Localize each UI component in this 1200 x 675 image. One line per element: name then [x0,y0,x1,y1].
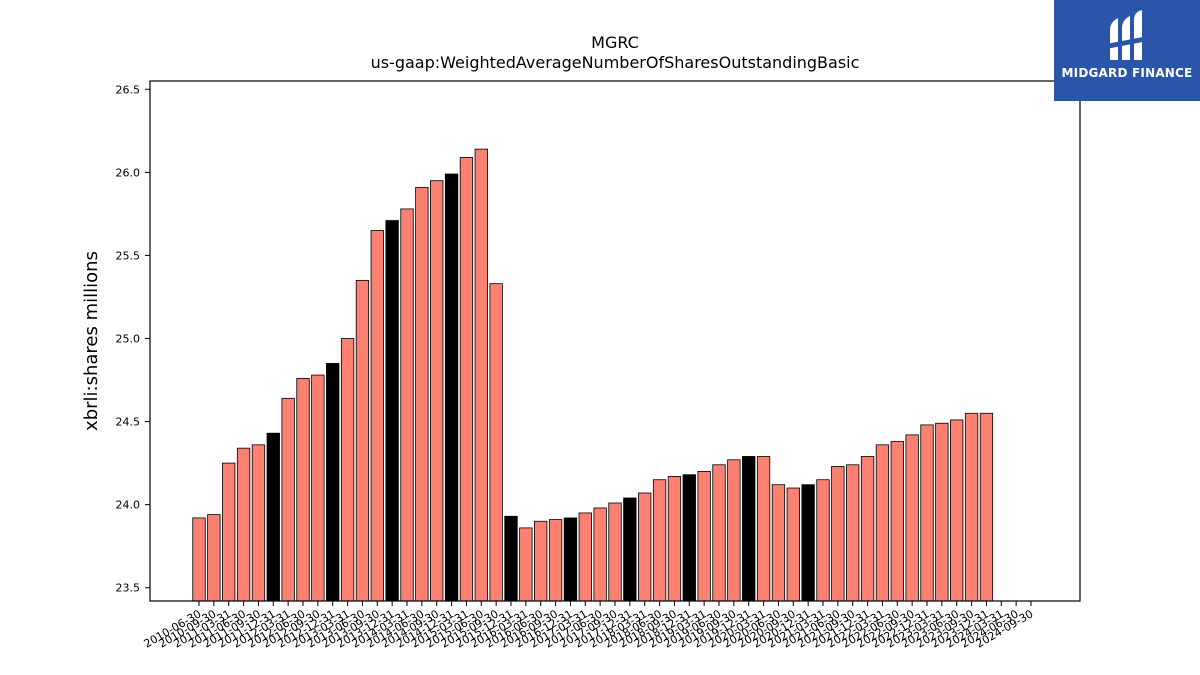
bar [727,459,741,602]
bar [192,517,206,602]
brand-logo: MIDGARD FINANCE [1054,0,1200,101]
y-tick-label: 26.5 [116,83,141,96]
bar [519,527,533,602]
bar [251,444,266,602]
bar [415,186,429,602]
bar [860,456,875,602]
bar [697,471,711,602]
bar [385,220,399,602]
bars-group [192,148,994,602]
bar [207,514,221,602]
bar [964,412,979,602]
x-axis: 2010-06-302010-09-302011-03-312011-06-30… [142,601,1036,651]
bar [935,422,949,602]
bar [623,497,637,602]
bar [979,412,994,602]
chart-subtitle: us-gaap:WeightedAverageNumberOfSharesOut… [371,53,860,72]
bar [742,456,756,602]
y-axis: 23.5 24.0 24.5 25.0 25.5 26.0 26.5 [116,83,150,595]
bar [504,515,518,602]
bar [920,424,934,602]
bar [400,208,414,602]
bar [786,487,800,602]
y-tick-label: 24.5 [116,416,141,429]
bar [638,492,652,602]
bar [326,363,340,602]
y-tick-label: 23.5 [116,582,141,595]
bar [281,397,295,602]
bar [236,447,251,602]
y-tick-label: 26.0 [116,166,141,179]
bar [534,520,548,602]
bar [831,466,845,602]
y-tick-label: 25.5 [116,249,141,262]
bar [875,444,890,602]
bar [222,462,236,602]
bar [548,519,563,602]
bar [846,464,860,602]
plot-frame [149,80,1081,602]
bar [890,441,904,602]
y-tick-label: 24.0 [116,499,141,512]
chart-title: MGRC [591,33,639,52]
y-tick-label: 25.0 [116,333,141,346]
bar [816,479,830,602]
bar [296,377,310,602]
bar [608,502,622,602]
bar [905,434,919,602]
bar [474,148,488,602]
bar [311,374,325,602]
bar [756,456,771,602]
bar [340,338,355,602]
bar [682,474,696,602]
y-axis-label: xbrli:shares millions [81,251,102,431]
bar [444,173,459,602]
logo-text: MIDGARD FINANCE [1061,66,1193,80]
bar [563,517,578,602]
bar [459,157,474,602]
bar [355,279,370,602]
bar [950,419,964,602]
bar [430,180,444,602]
bar [652,479,667,602]
bar [370,230,384,602]
bar [593,507,607,602]
bar [489,283,503,602]
midgard-logo-icon [1106,10,1148,60]
bar [266,432,280,602]
bar [801,484,815,602]
bar [771,484,786,602]
bar [578,512,592,602]
bar [712,464,726,602]
bar [667,475,682,602]
